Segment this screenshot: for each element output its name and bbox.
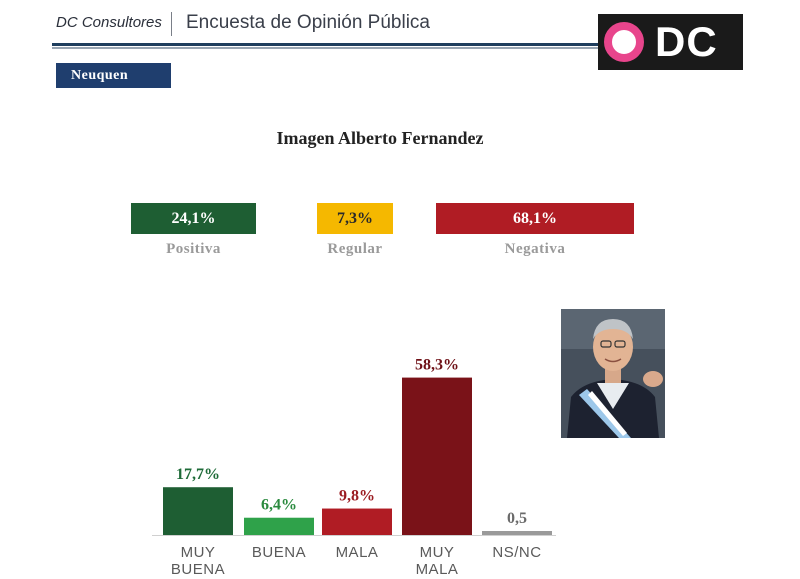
category-label-3-line-0: MUY	[420, 544, 455, 561]
category-label-4-line-0: NS/NC	[492, 544, 541, 561]
bar-value-label-0: 17,7%	[176, 466, 220, 483]
brand-name: DC Consultores	[56, 14, 162, 31]
bar-1	[244, 517, 314, 535]
header-rule-light	[52, 47, 600, 49]
summary-regular-label: Regular	[327, 241, 383, 257]
summary-negative-value: 68,1%	[513, 210, 557, 227]
bar-2	[322, 508, 392, 535]
bar-value-label-3: 58,3%	[415, 357, 459, 374]
summary-negative-box: 68,1%	[436, 203, 634, 234]
politician-photo	[561, 309, 665, 438]
bar-value-label-2: 9,8%	[339, 488, 375, 505]
chart-title: Imagen Alberto Fernandez	[276, 128, 484, 148]
category-label-2-line-0: MALA	[336, 544, 379, 561]
summary-positive-box: 24,1%	[131, 203, 256, 234]
category-label-0-line-1: BUENA	[171, 561, 225, 578]
header-separator	[171, 12, 172, 36]
logo-o-ring	[604, 22, 644, 62]
bar-3	[402, 377, 472, 535]
bar-0	[163, 487, 233, 535]
bar-value-label-4: 0,5	[507, 510, 527, 527]
category-label-3-line-1: MALA	[416, 561, 459, 578]
summary-positive-label: Positiva	[166, 241, 221, 257]
category-label-1-line-0: BUENA	[252, 544, 306, 561]
summary-negative-label: Negativa	[504, 241, 566, 257]
header-rule-dark	[52, 43, 600, 46]
summary-regular-box: 7,3%	[317, 203, 393, 234]
summary-regular-value: 7,3%	[337, 210, 373, 227]
region-tab: Neuquen	[56, 63, 171, 88]
logo-dc-text: DC	[655, 18, 718, 65]
bar-4	[482, 531, 552, 535]
category-label-0-line-0: MUY	[181, 544, 216, 561]
survey-title: Encuesta de Opinión Pública	[186, 12, 430, 33]
bar-value-label-1: 6,4%	[261, 497, 297, 514]
odc-logo: DC	[598, 14, 743, 70]
summary-positive-value: 24,1%	[171, 210, 216, 227]
